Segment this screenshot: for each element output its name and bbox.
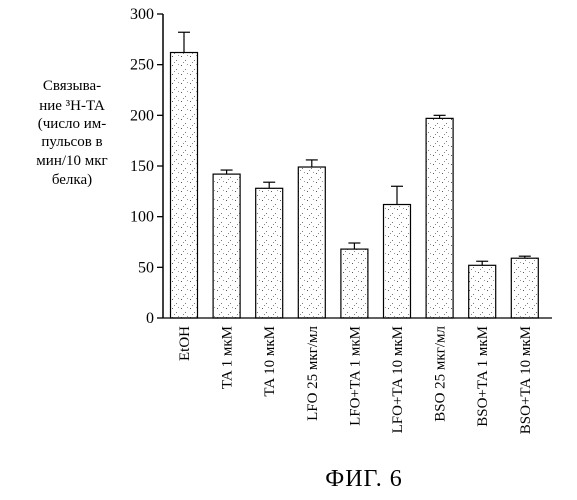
bar-group [171,32,198,318]
bar-group [298,160,325,318]
y-tick-label: 300 [130,6,154,23]
y-axis-label-line: ние ³H-TA [39,98,105,114]
x-category-label: LFO+TA 10 мкМ [390,326,406,433]
bar-group [384,186,411,318]
bar-group [213,170,240,318]
bar [426,118,453,318]
y-axis-label-line: Связыва- [43,78,101,94]
x-category-label: BSO+TA 10 мкМ [518,326,534,434]
bars [171,32,539,318]
y-axis-label-line: пульсов в [41,134,102,150]
x-category-label: EtOH [177,326,193,361]
figure-title: ФИГ. 6 [325,466,402,492]
y-tick-label: 250 [130,57,154,74]
bar-group [469,261,496,318]
x-category-label: LFO+TA 1 мкМ [347,326,363,426]
y-tick-label: 150 [130,158,154,175]
y-axis-label-line: белка) [52,172,92,188]
bar [341,249,368,318]
bar [213,174,240,318]
bar [298,167,325,318]
x-category-label: LFO 25 мкг/мл [305,325,321,420]
x-category-label: TA 10 мкМ [262,326,278,397]
bar [511,258,538,318]
y-axis-label-line: мин/10 мкг [36,153,107,169]
x-category-label: TA 1 мкМ [220,326,236,389]
y-axis-label: Связыва-ние ³H-TA (число им-пульсов в мин/… [36,78,107,188]
bar [384,205,411,318]
bar [171,53,198,318]
bar-group [256,182,283,318]
y-tick-label: 50 [138,259,154,276]
x-category-label: BSO+TA 1 мкМ [475,326,491,427]
x-category-label: BSO 25 мкг/мл [433,325,449,421]
bar-group [426,115,453,318]
y-axis-label-line: (число им- [38,116,106,132]
y-tick-label: 0 [146,310,154,327]
bar [256,188,283,318]
y-tick-label: 200 [130,107,154,124]
bar [469,265,496,318]
bar-group [341,243,368,318]
y-tick-label: 100 [130,209,154,226]
bar-group [511,256,538,318]
x-axis-labels: EtOH TA 1 мкМ TA 10 мкМ LFO 25 мкг/мл LFO+TA… [177,325,534,434]
